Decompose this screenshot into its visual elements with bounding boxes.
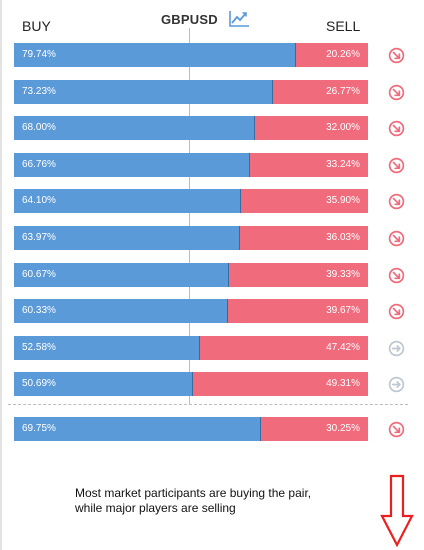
sell-signal-icon[interactable]: [388, 303, 405, 320]
summary-separator: [8, 404, 408, 405]
sentiment-row: 73.23% 26.77%: [14, 80, 368, 104]
sell-percentage: 47.42%: [200, 336, 368, 360]
buy-percentage: 60.33%: [14, 299, 228, 323]
sell-percentage: 39.67%: [227, 299, 368, 323]
buy-percentage: 64.10%: [14, 189, 241, 213]
sell-signal-icon[interactable]: [388, 193, 405, 210]
down-arrow-icon: [380, 474, 414, 548]
sentiment-bar: 60.67% 39.33%: [14, 263, 368, 287]
summary-sentiment-row: 69.75% 30.25%: [14, 417, 368, 441]
trend-chart-icon[interactable]: [228, 10, 250, 28]
sell-percentage: 39.33%: [228, 263, 368, 287]
summary-bar: 69.75% 30.25%: [14, 417, 368, 441]
neutral-signal-icon[interactable]: [388, 340, 405, 357]
sell-signal-icon[interactable]: [388, 267, 405, 284]
sell-signal-icon[interactable]: [388, 230, 405, 247]
sentiment-bar: 66.76% 33.24%: [14, 153, 368, 177]
sell-signal-icon[interactable]: [388, 47, 405, 64]
sentiment-header: BUY GBPUSD SELL: [0, 0, 424, 40]
sentiment-bar: 73.23% 26.77%: [14, 80, 368, 104]
sell-signal-icon[interactable]: [388, 157, 405, 174]
buy-percentage: 52.58%: [14, 336, 201, 360]
sell-signal-icon[interactable]: [388, 84, 405, 101]
sentiment-message: Most market participants are buying the …: [75, 486, 375, 516]
sell-percentage: 49.31%: [193, 372, 368, 396]
buy-column-label: BUY: [22, 18, 51, 34]
sell-signal-icon[interactable]: [388, 120, 405, 137]
sentiment-bar: 79.74% 20.26%: [14, 43, 368, 67]
sentiment-bar: 64.10% 35.90%: [14, 189, 368, 213]
buy-percentage: 60.67%: [14, 263, 229, 287]
sentiment-row: 50.69% 49.31%: [14, 372, 368, 396]
sentiment-bar: 63.97% 36.03%: [14, 226, 368, 250]
buy-percentage: 66.76%: [14, 153, 251, 177]
summary-sell-segment: 30.25%: [260, 417, 368, 441]
sentiment-bar: 68.00% 32.00%: [14, 116, 368, 140]
sell-signal-icon[interactable]: [388, 421, 405, 438]
left-frame-border: [0, 0, 2, 550]
sentiment-row: 52.58% 47.42%: [14, 336, 368, 360]
sentiment-bar: 60.33% 39.67%: [14, 299, 368, 323]
sentiment-bar: 50.69% 49.31%: [14, 372, 368, 396]
fifty-percent-line: [189, 28, 190, 404]
sell-percentage: 35.90%: [240, 189, 368, 213]
sentiment-row: 60.33% 39.67%: [14, 299, 368, 323]
sentiment-row: 68.00% 32.00%: [14, 116, 368, 140]
sentiment-row: 60.67% 39.33%: [14, 263, 368, 287]
sell-column-label: SELL: [326, 18, 361, 34]
pair-title: GBPUSD: [161, 12, 218, 27]
sell-percentage: 36.03%: [240, 226, 368, 250]
message-line-2: while major players are selling: [75, 501, 236, 515]
sell-percentage: 32.00%: [254, 116, 368, 140]
sentiment-row: 64.10% 35.90%: [14, 189, 368, 213]
buy-percentage: 50.69%: [14, 372, 194, 396]
summary-buy-segment: 69.75%: [14, 417, 261, 441]
sell-percentage: 20.26%: [296, 43, 368, 67]
buy-percentage: 68.00%: [14, 116, 255, 140]
neutral-signal-icon[interactable]: [388, 376, 405, 393]
sentiment-bar: 52.58% 47.42%: [14, 336, 368, 360]
message-line-1: Most market participants are buying the …: [75, 486, 312, 500]
buy-percentage: 73.23%: [14, 80, 274, 104]
sentiment-row: 63.97% 36.03%: [14, 226, 368, 250]
sell-percentage: 33.24%: [250, 153, 368, 177]
sell-percentage: 26.77%: [273, 80, 368, 104]
buy-percentage: 79.74%: [14, 43, 297, 67]
buy-percentage: 63.97%: [14, 226, 241, 250]
sentiment-row: 66.76% 33.24%: [14, 153, 368, 177]
sentiment-row: 79.74% 20.26%: [14, 43, 368, 67]
